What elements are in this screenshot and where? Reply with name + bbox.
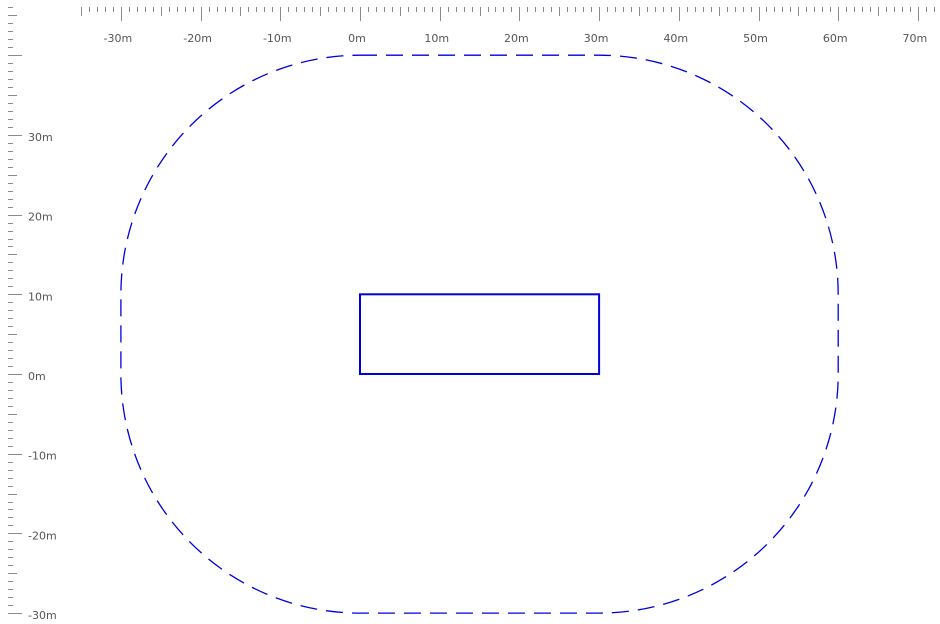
top-ruler-label: 30m — [584, 32, 609, 45]
left-ruler-label: 0m — [28, 370, 46, 383]
top-ruler-label: 60m — [823, 32, 848, 45]
top-ruler-label: 50m — [743, 32, 768, 45]
left-ruler-label: -30m — [28, 609, 57, 622]
left-ruler-label: -10m — [28, 450, 57, 463]
left-ruler-label: 10m — [28, 290, 53, 303]
top-ruler-label: 0m — [348, 32, 366, 45]
left-ruler-label: 20m — [28, 211, 53, 224]
left-ruler-label: 30m — [28, 131, 53, 144]
top-ruler-label: 40m — [663, 32, 688, 45]
top-ruler-label: -10m — [263, 32, 292, 45]
top-ruler-label: 10m — [424, 32, 449, 45]
top-ruler-label: -20m — [183, 32, 212, 45]
left-ruler-label: -20m — [28, 529, 57, 542]
top-ruler: -30m -20m -10m 0m 10m 20m 30m 40m 50m 60m 70m — [81, 7, 935, 45]
building-rectangle[interactable] — [359, 293, 601, 375]
top-ruler-label: 70m — [903, 32, 928, 45]
top-ruler-label: 20m — [504, 32, 529, 45]
top-ruler-label: -30m — [104, 32, 133, 45]
left-ruler: 30m 20m 10m 0m -10m -20m -30m — [8, 7, 57, 622]
buffer-zone-outline[interactable] — [120, 54, 839, 614]
